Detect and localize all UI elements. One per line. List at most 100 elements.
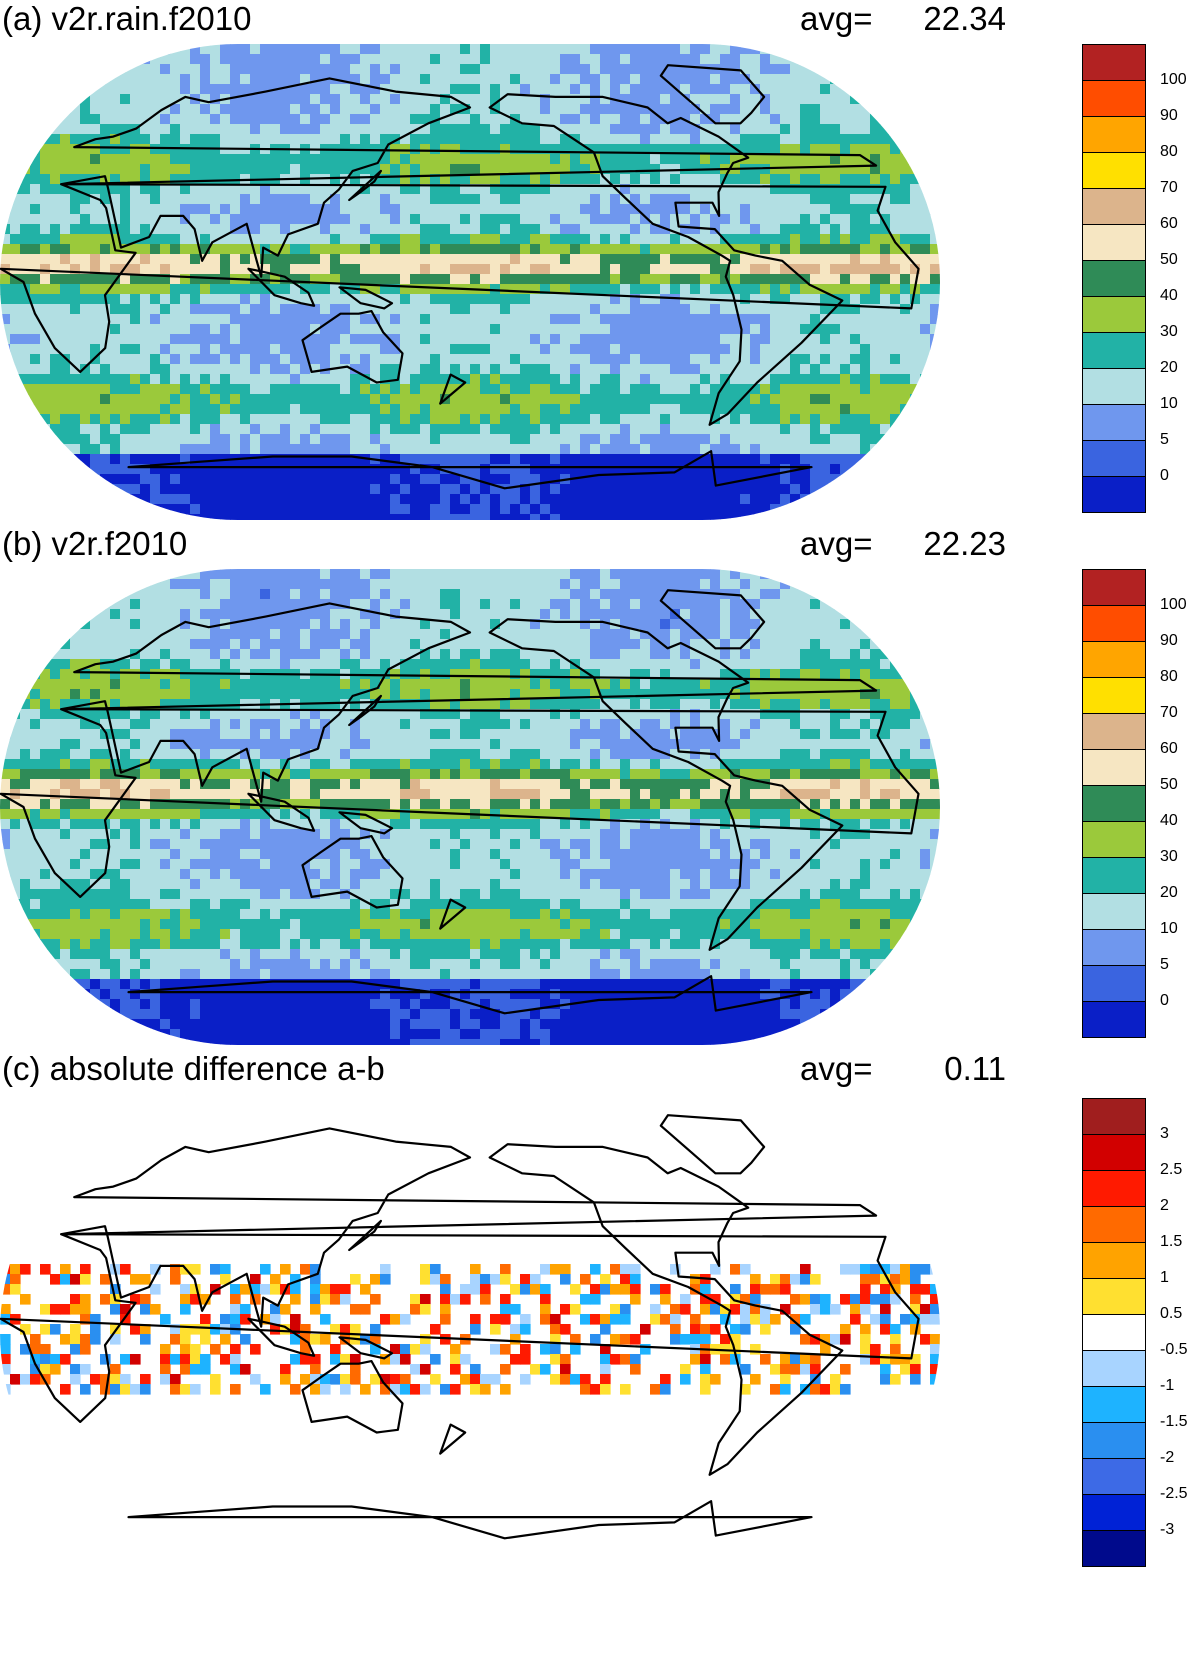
precipitation-map bbox=[0, 569, 940, 1045]
colorbar-tick-label: 0.5 bbox=[1160, 1305, 1183, 1322]
colorbar-swatch bbox=[1082, 476, 1146, 513]
colorbar-swatch bbox=[1082, 224, 1146, 261]
coastline bbox=[0, 708, 920, 898]
coastline bbox=[439, 898, 467, 930]
avg-value: 22.23 bbox=[923, 525, 1006, 562]
colorbar: -3 -2.5 -2 -1.5 -1 -0.5 0.5 1 1.5 2 2.5 3 bbox=[1082, 1098, 1188, 1567]
colorbar-tick-label: -1.5 bbox=[1160, 1413, 1188, 1430]
colorbar-tick-label: 2 bbox=[1160, 1197, 1169, 1214]
colorbar-swatch bbox=[1082, 1494, 1146, 1531]
coastline bbox=[127, 1500, 813, 1540]
coastline bbox=[247, 1317, 316, 1357]
colorbar-swatch bbox=[1082, 929, 1146, 966]
colorbar-tick-label: 90 bbox=[1160, 632, 1178, 649]
coastline bbox=[659, 589, 766, 650]
colorbar: 0 5 10 20 30 40 50 60 70 80 90 100 bbox=[1082, 569, 1187, 1038]
coastlines bbox=[0, 589, 920, 1015]
colorbar-swatch bbox=[1082, 677, 1146, 714]
avg-label: avg= bbox=[800, 525, 873, 562]
colorbar-swatch bbox=[1082, 1422, 1146, 1459]
colorbar-swatch bbox=[1082, 641, 1146, 678]
colorbar-swatch bbox=[1082, 1242, 1146, 1279]
colorbar-swatch bbox=[1082, 1134, 1146, 1171]
field-shading bbox=[0, 44, 940, 520]
colorbar-tick-label: 50 bbox=[1160, 251, 1178, 268]
colorbar-tick-label: 60 bbox=[1160, 740, 1178, 757]
colorbar-tick-label: 40 bbox=[1160, 287, 1178, 304]
coastline bbox=[0, 1233, 920, 1423]
colorbar-tick-label: 5 bbox=[1160, 956, 1169, 973]
colorbar-swatch bbox=[1082, 152, 1146, 189]
colorbar-swatch bbox=[1082, 1206, 1146, 1243]
colorbar-swatch bbox=[1082, 1458, 1146, 1495]
colorbar-tick-label: 40 bbox=[1160, 812, 1178, 829]
panel-c: (c) absolute difference a-b avg= 0.11 -3… bbox=[0, 1050, 1189, 1677]
colorbar-tick-label: 0 bbox=[1160, 992, 1169, 1009]
colorbar-swatch bbox=[1082, 857, 1146, 894]
coastline bbox=[439, 1423, 467, 1455]
coastline bbox=[338, 1336, 394, 1360]
coastline bbox=[127, 975, 813, 1015]
colorbar-swatch bbox=[1082, 44, 1146, 81]
coastline bbox=[488, 1143, 844, 1476]
colorbar-tick-label: 60 bbox=[1160, 215, 1178, 232]
panel-title: (a) v2r.rain.f2010 bbox=[2, 0, 252, 37]
avg-value: 22.34 bbox=[923, 0, 1006, 37]
colorbar-swatch bbox=[1082, 332, 1146, 369]
panel-a: (a) v2r.rain.f2010 avg= 22.34 0 5 10 20 30 40… bbox=[0, 0, 1189, 525]
coastline bbox=[338, 286, 394, 310]
colorbar-tick-label: 1.5 bbox=[1160, 1233, 1183, 1250]
coastlines bbox=[0, 64, 920, 490]
colorbar-swatch bbox=[1082, 1098, 1146, 1135]
colorbar-tick-label: 30 bbox=[1160, 848, 1178, 865]
coastline bbox=[60, 602, 878, 803]
colorbar-tick-label: 3 bbox=[1160, 1125, 1169, 1142]
coastlines bbox=[0, 1114, 920, 1540]
colorbar-swatch bbox=[1082, 749, 1146, 786]
colorbar-tick-label: 80 bbox=[1160, 668, 1178, 685]
colorbar-swatch bbox=[1082, 1530, 1146, 1567]
colorbar-tick-label: 20 bbox=[1160, 884, 1178, 901]
colorbar-tick-label: 5 bbox=[1160, 431, 1169, 448]
precipitation-map bbox=[0, 44, 940, 520]
colorbar-swatch bbox=[1082, 80, 1146, 117]
colorbar-tick-label: -0.5 bbox=[1160, 1341, 1188, 1358]
colorbar-swatch bbox=[1082, 404, 1146, 441]
colorbar-tick-label: 2.5 bbox=[1160, 1161, 1183, 1178]
colorbar-tick-label: -1 bbox=[1160, 1377, 1175, 1394]
colorbar-swatch bbox=[1082, 785, 1146, 822]
colorbar-swatch bbox=[1082, 1314, 1146, 1351]
colorbar-tick-label: 100 bbox=[1160, 596, 1187, 613]
colorbar: 0 5 10 20 30 40 50 60 70 80 90 100 bbox=[1082, 44, 1187, 513]
avg-label: avg= bbox=[800, 1050, 873, 1087]
coastline bbox=[439, 373, 467, 405]
colorbar-tick-label: 100 bbox=[1160, 71, 1187, 88]
field-shading bbox=[0, 569, 940, 1045]
avg-label: avg= bbox=[800, 0, 873, 37]
colorbar-tick-label: 80 bbox=[1160, 143, 1178, 160]
colorbar-tick-label: -3 bbox=[1160, 1521, 1175, 1538]
coastline bbox=[301, 310, 404, 384]
field-shading bbox=[0, 1264, 940, 1395]
colorbar-swatch bbox=[1082, 1350, 1146, 1387]
colorbar-swatch bbox=[1082, 368, 1146, 405]
colorbar-tick-label: 1 bbox=[1160, 1269, 1169, 1286]
coastline bbox=[247, 792, 316, 832]
coastline bbox=[301, 1360, 404, 1434]
colorbar-swatch bbox=[1082, 260, 1146, 297]
colorbar-swatch bbox=[1082, 1001, 1146, 1038]
colorbar-swatch bbox=[1082, 296, 1146, 333]
colorbar-tick-label: 0 bbox=[1160, 467, 1169, 484]
coastline bbox=[348, 1219, 382, 1252]
coastline bbox=[60, 1127, 878, 1328]
panel-b: (b) v2r.f2010 avg= 22.23 0 5 10 20 30 40 50 60 7… bbox=[0, 525, 1189, 1050]
coastline bbox=[301, 835, 404, 909]
panel-title: (b) v2r.f2010 bbox=[2, 525, 188, 562]
colorbar-swatch bbox=[1082, 965, 1146, 1002]
colorbar-tick-label: -2.5 bbox=[1160, 1485, 1188, 1502]
colorbar-tick-label: 10 bbox=[1160, 395, 1178, 412]
colorbar-swatch bbox=[1082, 1170, 1146, 1207]
coastline bbox=[338, 811, 394, 835]
colorbar-swatch bbox=[1082, 1386, 1146, 1423]
colorbar-swatch bbox=[1082, 569, 1146, 606]
